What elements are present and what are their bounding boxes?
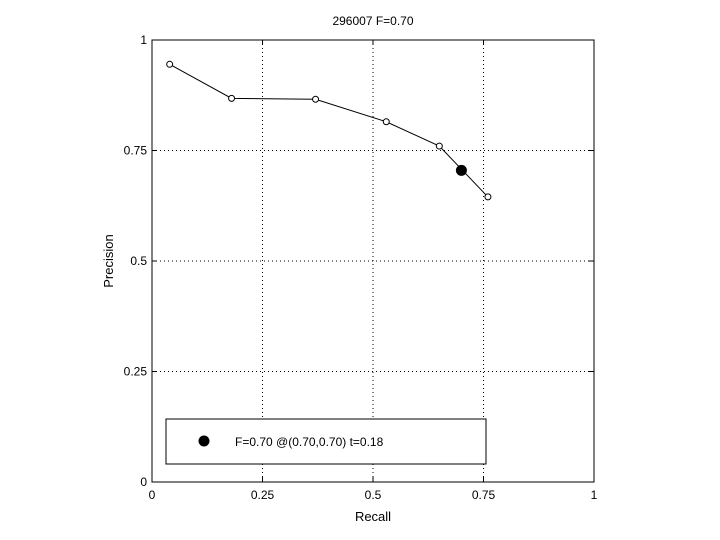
chart-title: 296007 F=0.70 <box>332 14 413 28</box>
series-line <box>169 63 489 198</box>
x-axis-label: Recall <box>355 509 391 524</box>
highlight-layer <box>455 164 467 176</box>
x-tick-label: 0.75 <box>472 488 496 502</box>
y-tick-label: 0.25 <box>124 365 148 379</box>
data-point <box>435 142 443 150</box>
x-tick-label: 0.5 <box>365 488 382 502</box>
x-tick-label: 0 <box>149 488 156 502</box>
y-tick-label: 0 <box>140 475 147 489</box>
x-tick-label: 0.25 <box>251 488 275 502</box>
series-layer <box>166 60 492 201</box>
data-point <box>312 95 320 103</box>
x-tick-label: 1 <box>591 488 598 502</box>
data-point <box>484 193 492 201</box>
legend-box <box>165 418 487 465</box>
grid-lines <box>152 40 594 482</box>
data-point <box>382 118 390 126</box>
legend-entry: F=0.70 @(0.70,0.70) t=0.18 <box>235 435 384 449</box>
y-tick-label: 0.75 <box>124 144 148 158</box>
data-point <box>228 94 236 102</box>
legend: F=0.70 @(0.70,0.70) t=0.18 <box>165 418 487 465</box>
axis-ticks: 0 0.25 0.5 0.75 1 0 0.25 0.5 0.75 1 <box>124 33 598 502</box>
f-measure-point <box>455 164 467 176</box>
y-tick-label: 0.5 <box>130 254 147 268</box>
legend-marker <box>198 435 210 447</box>
y-tick-label: 1 <box>140 33 147 47</box>
y-axis-label: Precision <box>101 234 116 287</box>
data-point <box>166 60 174 68</box>
